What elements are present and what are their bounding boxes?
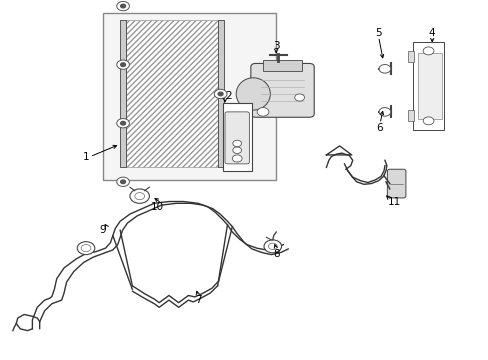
Circle shape	[81, 244, 91, 252]
FancyBboxPatch shape	[386, 169, 405, 198]
Circle shape	[214, 89, 226, 99]
Circle shape	[378, 108, 390, 116]
Circle shape	[422, 117, 433, 125]
Circle shape	[232, 140, 241, 147]
Circle shape	[264, 240, 281, 253]
Circle shape	[232, 155, 242, 162]
Text: 5: 5	[374, 28, 381, 38]
Text: 4: 4	[428, 28, 435, 38]
Circle shape	[77, 242, 95, 255]
Circle shape	[117, 177, 129, 186]
Circle shape	[121, 180, 125, 184]
Circle shape	[117, 1, 129, 11]
Bar	[222, 103, 251, 171]
Text: 9: 9	[100, 225, 106, 235]
Circle shape	[422, 47, 433, 55]
Circle shape	[378, 64, 390, 73]
Circle shape	[121, 4, 125, 8]
Bar	[120, 21, 126, 167]
Circle shape	[268, 243, 277, 249]
Bar	[126, 21, 217, 167]
Bar	[417, 53, 441, 119]
Text: 8: 8	[272, 248, 279, 258]
Circle shape	[218, 92, 223, 96]
Bar	[407, 51, 413, 62]
Circle shape	[117, 118, 129, 128]
Circle shape	[121, 63, 125, 67]
Text: 10: 10	[151, 202, 164, 212]
Circle shape	[121, 121, 125, 125]
Ellipse shape	[236, 78, 270, 110]
Circle shape	[294, 94, 304, 101]
Bar	[412, 42, 444, 130]
Circle shape	[117, 60, 129, 69]
Bar	[263, 60, 302, 71]
Text: 11: 11	[387, 197, 401, 207]
Text: 2: 2	[225, 91, 232, 101]
FancyBboxPatch shape	[250, 63, 314, 117]
Bar	[103, 13, 276, 180]
Circle shape	[130, 189, 149, 203]
Text: 3: 3	[272, 41, 279, 50]
Circle shape	[232, 147, 241, 153]
Bar	[407, 110, 413, 121]
Bar	[217, 21, 223, 167]
Text: 7: 7	[194, 295, 201, 305]
Circle shape	[135, 193, 144, 200]
Text: 1: 1	[82, 152, 89, 162]
Text: 6: 6	[376, 123, 383, 133]
FancyBboxPatch shape	[224, 112, 249, 164]
Circle shape	[257, 108, 268, 116]
